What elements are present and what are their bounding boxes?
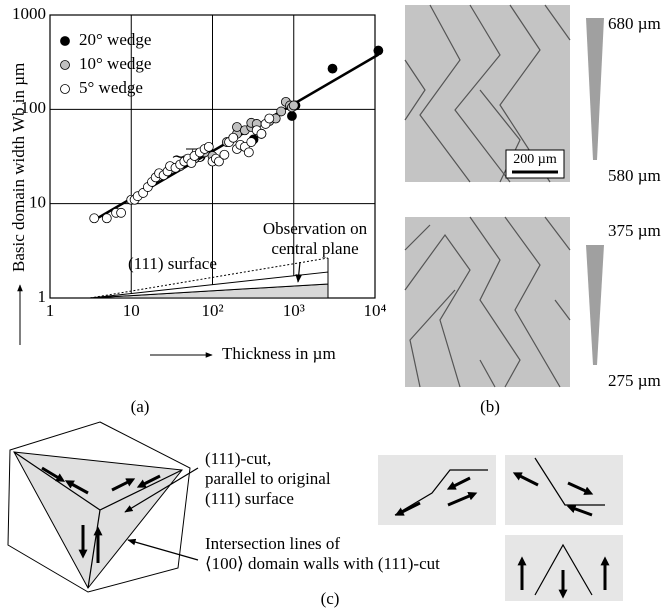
cube-label: (111) surface — [205, 489, 294, 508]
data-point — [276, 106, 287, 117]
x-tick-label: 10 — [123, 301, 140, 320]
micrograph-bottom — [404, 216, 571, 388]
inset-observation-label: Observation on — [263, 219, 368, 238]
panel-label: (c) — [321, 589, 340, 608]
data-point — [288, 100, 299, 111]
data-point — [264, 113, 275, 124]
thickness-taper — [586, 18, 604, 160]
legend-marker — [60, 36, 70, 46]
y-tick-label: 1 — [38, 287, 47, 306]
thickness-taper — [586, 245, 604, 365]
data-point — [214, 156, 224, 167]
inset-surface-label: (111) surface — [128, 254, 217, 273]
x-tick-label: 10³ — [283, 301, 305, 320]
data-point — [89, 213, 100, 224]
cube-label: parallel to original — [205, 469, 331, 488]
cube-label: Intersection lines of — [205, 534, 340, 553]
x-tick-label: 1 — [46, 301, 55, 320]
scale-bar-label: 200 µm — [513, 152, 557, 167]
cube-diagram — [7, 421, 199, 593]
inset-observation-label: central plane — [271, 239, 358, 258]
thickness-label: 275 µm — [608, 371, 661, 390]
micrograph-top — [404, 4, 571, 183]
data-point — [116, 207, 126, 218]
data-point — [101, 213, 112, 224]
inset-wedge — [89, 257, 329, 299]
y-tick-label: 10 — [29, 193, 46, 212]
chart: 1 10 10² 10³ 10⁴ 1 10 100 1000 Thickness in µm Bas… — [9, 4, 387, 363]
y-axis-label: Basic domain width Wb in µm — [9, 63, 28, 272]
legend-marker — [60, 60, 70, 70]
cube-label: (111)-cut, — [205, 449, 271, 468]
legend-label: 10° wedge — [79, 54, 151, 73]
data-point — [203, 141, 214, 152]
x-tick-label: 10⁴ — [364, 301, 387, 320]
panel-label: (a) — [131, 397, 150, 416]
y-tick-label: 1000 — [12, 4, 46, 23]
data-point — [327, 63, 338, 74]
x-axis-label: Thickness in µm — [222, 344, 336, 363]
thickness-label: 680 µm — [608, 14, 661, 33]
data-point — [287, 111, 297, 121]
wall-diagrams — [378, 455, 623, 601]
data-point — [373, 45, 384, 56]
thickness-label: 580 µm — [608, 166, 661, 185]
panel-label: (b) — [480, 397, 500, 416]
data-point — [243, 147, 254, 158]
data-point — [246, 137, 257, 147]
data-point — [256, 128, 267, 139]
y-tick-label: 100 — [21, 98, 47, 117]
cube-label: ⟨100⟩ domain walls with (111)-cut — [205, 554, 440, 573]
data-point — [228, 132, 239, 143]
data-point — [219, 149, 230, 160]
thickness-label: 375 µm — [608, 221, 661, 240]
legend-label: 20° wedge — [79, 30, 151, 49]
x-tick-label: 10² — [201, 301, 223, 320]
legend-marker — [60, 84, 70, 94]
legend-label: 5° wedge — [79, 78, 143, 97]
